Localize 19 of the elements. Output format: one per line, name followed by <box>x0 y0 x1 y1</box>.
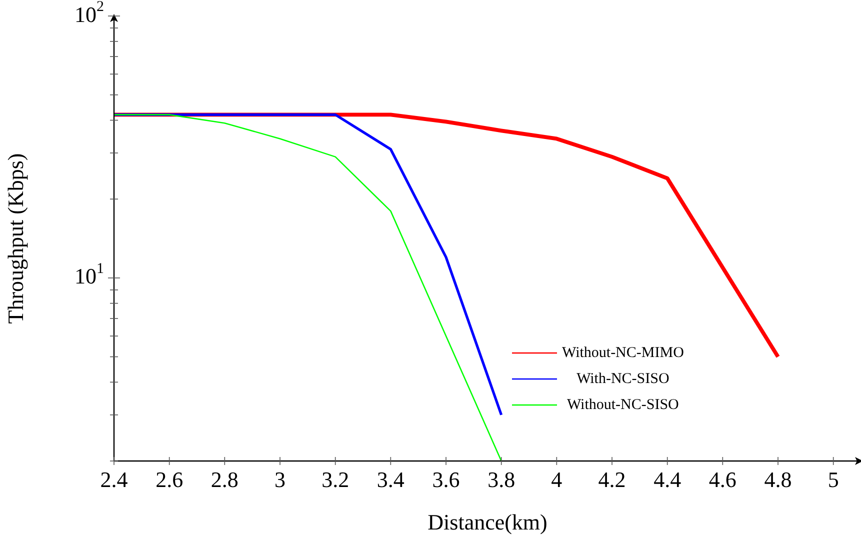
x-tick-label: 5 <box>828 466 839 492</box>
legend-label: Without-NC-SISO <box>566 396 680 413</box>
x-tick-label: 2.6 <box>156 466 184 492</box>
y-axis-title: Throughput (Kbps) <box>2 153 28 324</box>
x-tick-label: 3 <box>274 466 286 492</box>
x-tick-label: 4.6 <box>708 466 736 492</box>
x-axis-title: Distance(km) <box>428 510 548 535</box>
x-tick-label: 3.6 <box>432 466 460 492</box>
legend-label: With-NC-SISO <box>576 370 670 387</box>
x-tick-label: 2.8 <box>210 466 238 492</box>
x-tick-label: 2.4 <box>100 466 128 492</box>
x-tick-label: 4.4 <box>654 466 682 492</box>
x-tick-label: 3.8 <box>488 466 516 492</box>
x-tick-label: 3.2 <box>322 466 350 492</box>
legend-label: Without-NC-MIMO <box>562 344 684 361</box>
x-tick-label: 3.4 <box>376 466 404 492</box>
x-tick-label: 4 <box>551 466 562 492</box>
x-tick-label: 4.2 <box>598 466 626 492</box>
x-tick-label: 4.8 <box>764 466 792 492</box>
